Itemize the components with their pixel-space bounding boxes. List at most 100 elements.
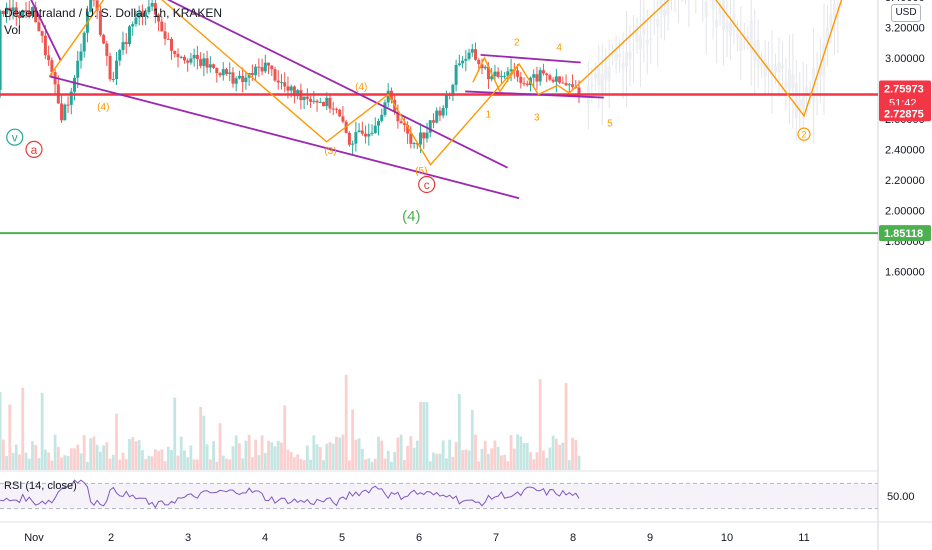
rsi-legend[interactable]: RSI (14, close) <box>4 480 77 492</box>
volume-bar <box>373 458 377 470</box>
projected-candle <box>638 35 642 50</box>
volume-bar <box>331 443 335 470</box>
candle <box>545 73 549 76</box>
candle <box>425 132 429 139</box>
wave-circle-label: c <box>424 178 430 192</box>
x-axis-tick-label: 5 <box>339 532 345 544</box>
volume-bar <box>238 443 241 470</box>
candle <box>312 100 316 102</box>
volume-bar <box>128 439 131 470</box>
volume-bars <box>0 374 581 470</box>
volume-bar <box>250 457 254 470</box>
candle <box>134 17 138 25</box>
volume-bar <box>383 458 387 470</box>
projected-candles <box>586 0 842 144</box>
volume-bar <box>535 452 539 470</box>
volume-bar <box>124 459 128 470</box>
candle <box>322 101 326 107</box>
projected-candle <box>794 83 798 118</box>
volume-bar <box>98 451 102 470</box>
candle <box>21 10 25 19</box>
volume-bar <box>115 413 118 470</box>
volume-bar <box>577 455 581 470</box>
volume-bar <box>76 444 80 470</box>
candle <box>228 72 232 74</box>
projected-candle <box>711 0 715 10</box>
volume-bar <box>218 423 222 470</box>
candle <box>192 54 196 59</box>
projected-candle <box>663 9 667 17</box>
volume-bar <box>467 450 471 470</box>
current-price-label: 2.75973 <box>884 84 924 96</box>
projected-candle <box>756 39 760 68</box>
candle <box>419 132 423 145</box>
volume-bar <box>299 459 303 470</box>
volume-bar <box>267 440 270 470</box>
wave-label: 5 <box>607 119 613 130</box>
volume-bar <box>377 436 380 470</box>
volume-bar <box>11 453 15 470</box>
candle <box>63 104 67 121</box>
candle <box>24 10 28 12</box>
symbol-title[interactable]: Decentraland / U. S. Dollar, 1h, KRAKEN <box>4 6 223 20</box>
candle <box>351 143 355 145</box>
candle <box>186 60 190 63</box>
candle <box>406 125 410 134</box>
volume-bar <box>69 448 73 470</box>
volume-bar <box>18 454 21 470</box>
projected-candle <box>749 20 753 53</box>
candle <box>354 132 358 144</box>
volume-bar <box>234 435 238 470</box>
wave-circle-label: a <box>31 143 38 157</box>
candle <box>221 69 225 76</box>
volume-bar <box>108 458 112 470</box>
volume-bar <box>21 387 25 470</box>
rsi-line <box>0 479 580 509</box>
wave-circle-marker <box>797 127 811 141</box>
volume-legend[interactable]: Vol <box>4 23 21 37</box>
candle <box>532 74 536 78</box>
candle <box>150 3 154 7</box>
candle <box>254 66 258 76</box>
volume-bar <box>50 460 54 470</box>
volume-bar <box>551 435 555 470</box>
volume-bar <box>228 459 232 470</box>
volume-bar <box>367 458 371 470</box>
candle <box>1 10 5 15</box>
price-marker-label: 2.72875 <box>884 108 924 120</box>
projected-candle <box>763 58 767 77</box>
rsi-band <box>0 483 878 509</box>
candle <box>144 12 148 17</box>
volume-bar <box>202 415 206 470</box>
volume-bar <box>496 446 500 470</box>
volume-bar <box>176 455 180 470</box>
candle <box>279 82 283 84</box>
volume-bar <box>260 435 264 470</box>
currency-badge[interactable]: USD <box>891 4 921 22</box>
candle <box>237 75 241 79</box>
volume-bar <box>73 448 76 470</box>
projected-candle <box>774 66 778 72</box>
candle <box>218 73 222 76</box>
projected-candle <box>805 87 809 94</box>
candle <box>182 56 186 61</box>
x-axis-tick-label: 11 <box>798 532 809 544</box>
candle <box>37 22 41 32</box>
volume-bar <box>548 447 552 470</box>
volume-bar <box>542 450 545 470</box>
wave-path <box>472 0 843 118</box>
projected-candle <box>631 48 635 50</box>
candle <box>121 42 125 50</box>
current-price-badge <box>879 80 931 111</box>
wave-label: (5) <box>415 166 427 177</box>
candle <box>331 108 335 110</box>
volume-bar <box>351 409 355 470</box>
projected-candle <box>746 35 750 41</box>
candle <box>27 11 31 16</box>
candle <box>276 80 280 83</box>
volume-bar <box>173 397 177 470</box>
y-axis-tick-label: 2.20000 <box>885 175 925 187</box>
volume-bar <box>322 460 325 470</box>
candle <box>561 82 565 84</box>
